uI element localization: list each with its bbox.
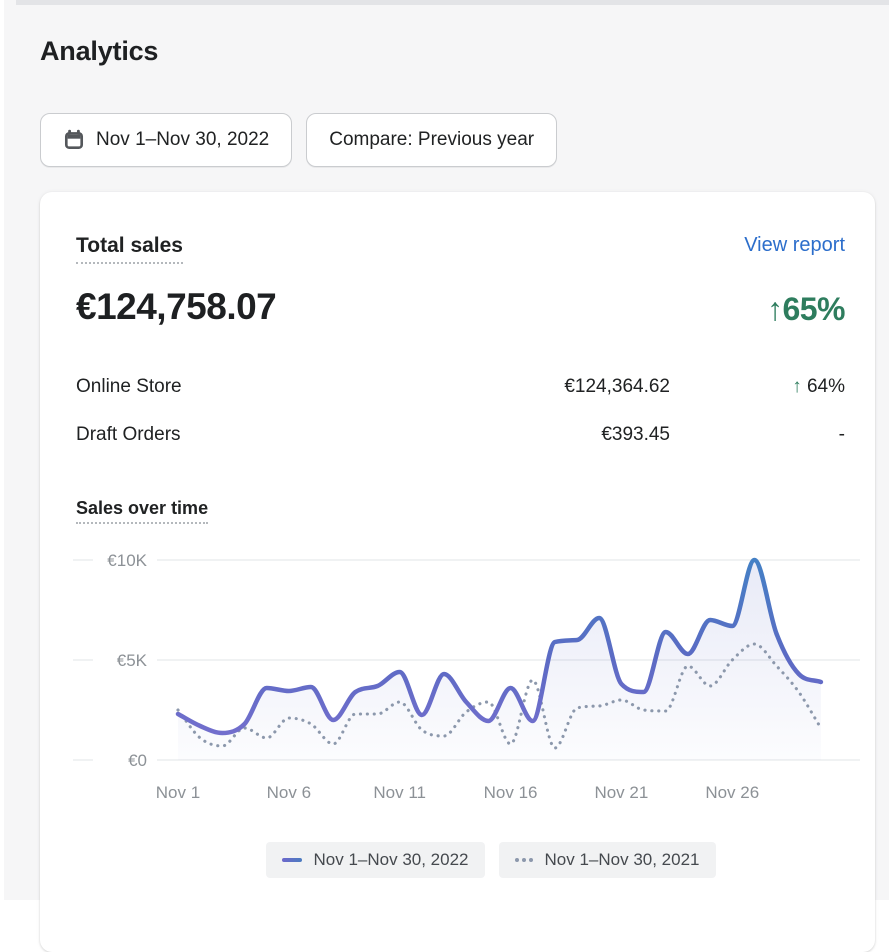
svg-text:Nov 11: Nov 11	[373, 783, 426, 802]
compare-button[interactable]: Compare: Previous year	[306, 113, 557, 167]
date-range-label: Nov 1–Nov 30, 2022	[96, 129, 269, 151]
date-range-button[interactable]: Nov 1–Nov 30, 2022	[40, 113, 292, 167]
toolbar: Nov 1–Nov 30, 2022 Compare: Previous yea…	[40, 113, 557, 167]
channel-breakdown: Online Store €124,364.62 ↑ 64% Draft Ord…	[76, 376, 845, 446]
page-title: Analytics	[40, 36, 158, 67]
row-change: -	[670, 424, 845, 446]
total-sales-value: €124,758.07	[76, 286, 276, 328]
up-arrow-icon: ↑	[767, 291, 783, 327]
svg-text:Nov 21: Nov 21	[594, 783, 648, 802]
svg-text:Nov 6: Nov 6	[267, 783, 311, 802]
row-value: €393.45	[601, 424, 670, 446]
row-label: Online Store	[76, 376, 564, 398]
analytics-page: Analytics Nov 1–Nov 30, 2022 Compare: Pr…	[4, 0, 889, 900]
compare-label: Compare: Previous year	[329, 129, 534, 151]
chart-title: Sales over time	[76, 498, 208, 524]
svg-text:Nov 1: Nov 1	[156, 783, 200, 802]
metric-title: Total sales	[76, 234, 183, 264]
table-row: Online Store €124,364.62 ↑ 64%	[76, 376, 845, 398]
calendar-icon	[63, 129, 85, 151]
solid-line-swatch-icon	[282, 858, 302, 862]
total-sales-change: ↑65%	[767, 291, 845, 328]
up-arrow-icon: ↑	[792, 376, 802, 397]
svg-text:Nov 16: Nov 16	[484, 783, 538, 802]
legend-item-2021: Nov 1–Nov 30, 2021	[499, 842, 716, 878]
svg-text:€0: €0	[128, 751, 147, 770]
top-divider	[16, 0, 889, 5]
table-row: Draft Orders €393.45 -	[76, 424, 845, 446]
dotted-line-swatch-icon	[515, 858, 533, 862]
view-report-link[interactable]: View report	[744, 234, 845, 257]
legend-item-2022: Nov 1–Nov 30, 2022	[266, 842, 485, 878]
svg-text:€10K: €10K	[107, 551, 147, 570]
chart-x-axis: Nov 1 Nov 6 Nov 11 Nov 16 Nov 21 Nov 26	[156, 783, 759, 802]
row-value: €124,364.62	[564, 376, 670, 398]
row-change: ↑ 64%	[670, 376, 845, 398]
row-label: Draft Orders	[76, 424, 601, 446]
legend-label: Nov 1–Nov 30, 2022	[314, 850, 469, 870]
total-sales-card: Total sales View report €124,758.07 ↑65%…	[40, 192, 875, 952]
svg-text:€5K: €5K	[117, 651, 148, 670]
chart-legend: Nov 1–Nov 30, 2022 Nov 1–Nov 30, 2021	[76, 842, 845, 878]
svg-text:Nov 26: Nov 26	[705, 783, 759, 802]
legend-label: Nov 1–Nov 30, 2021	[545, 850, 700, 870]
